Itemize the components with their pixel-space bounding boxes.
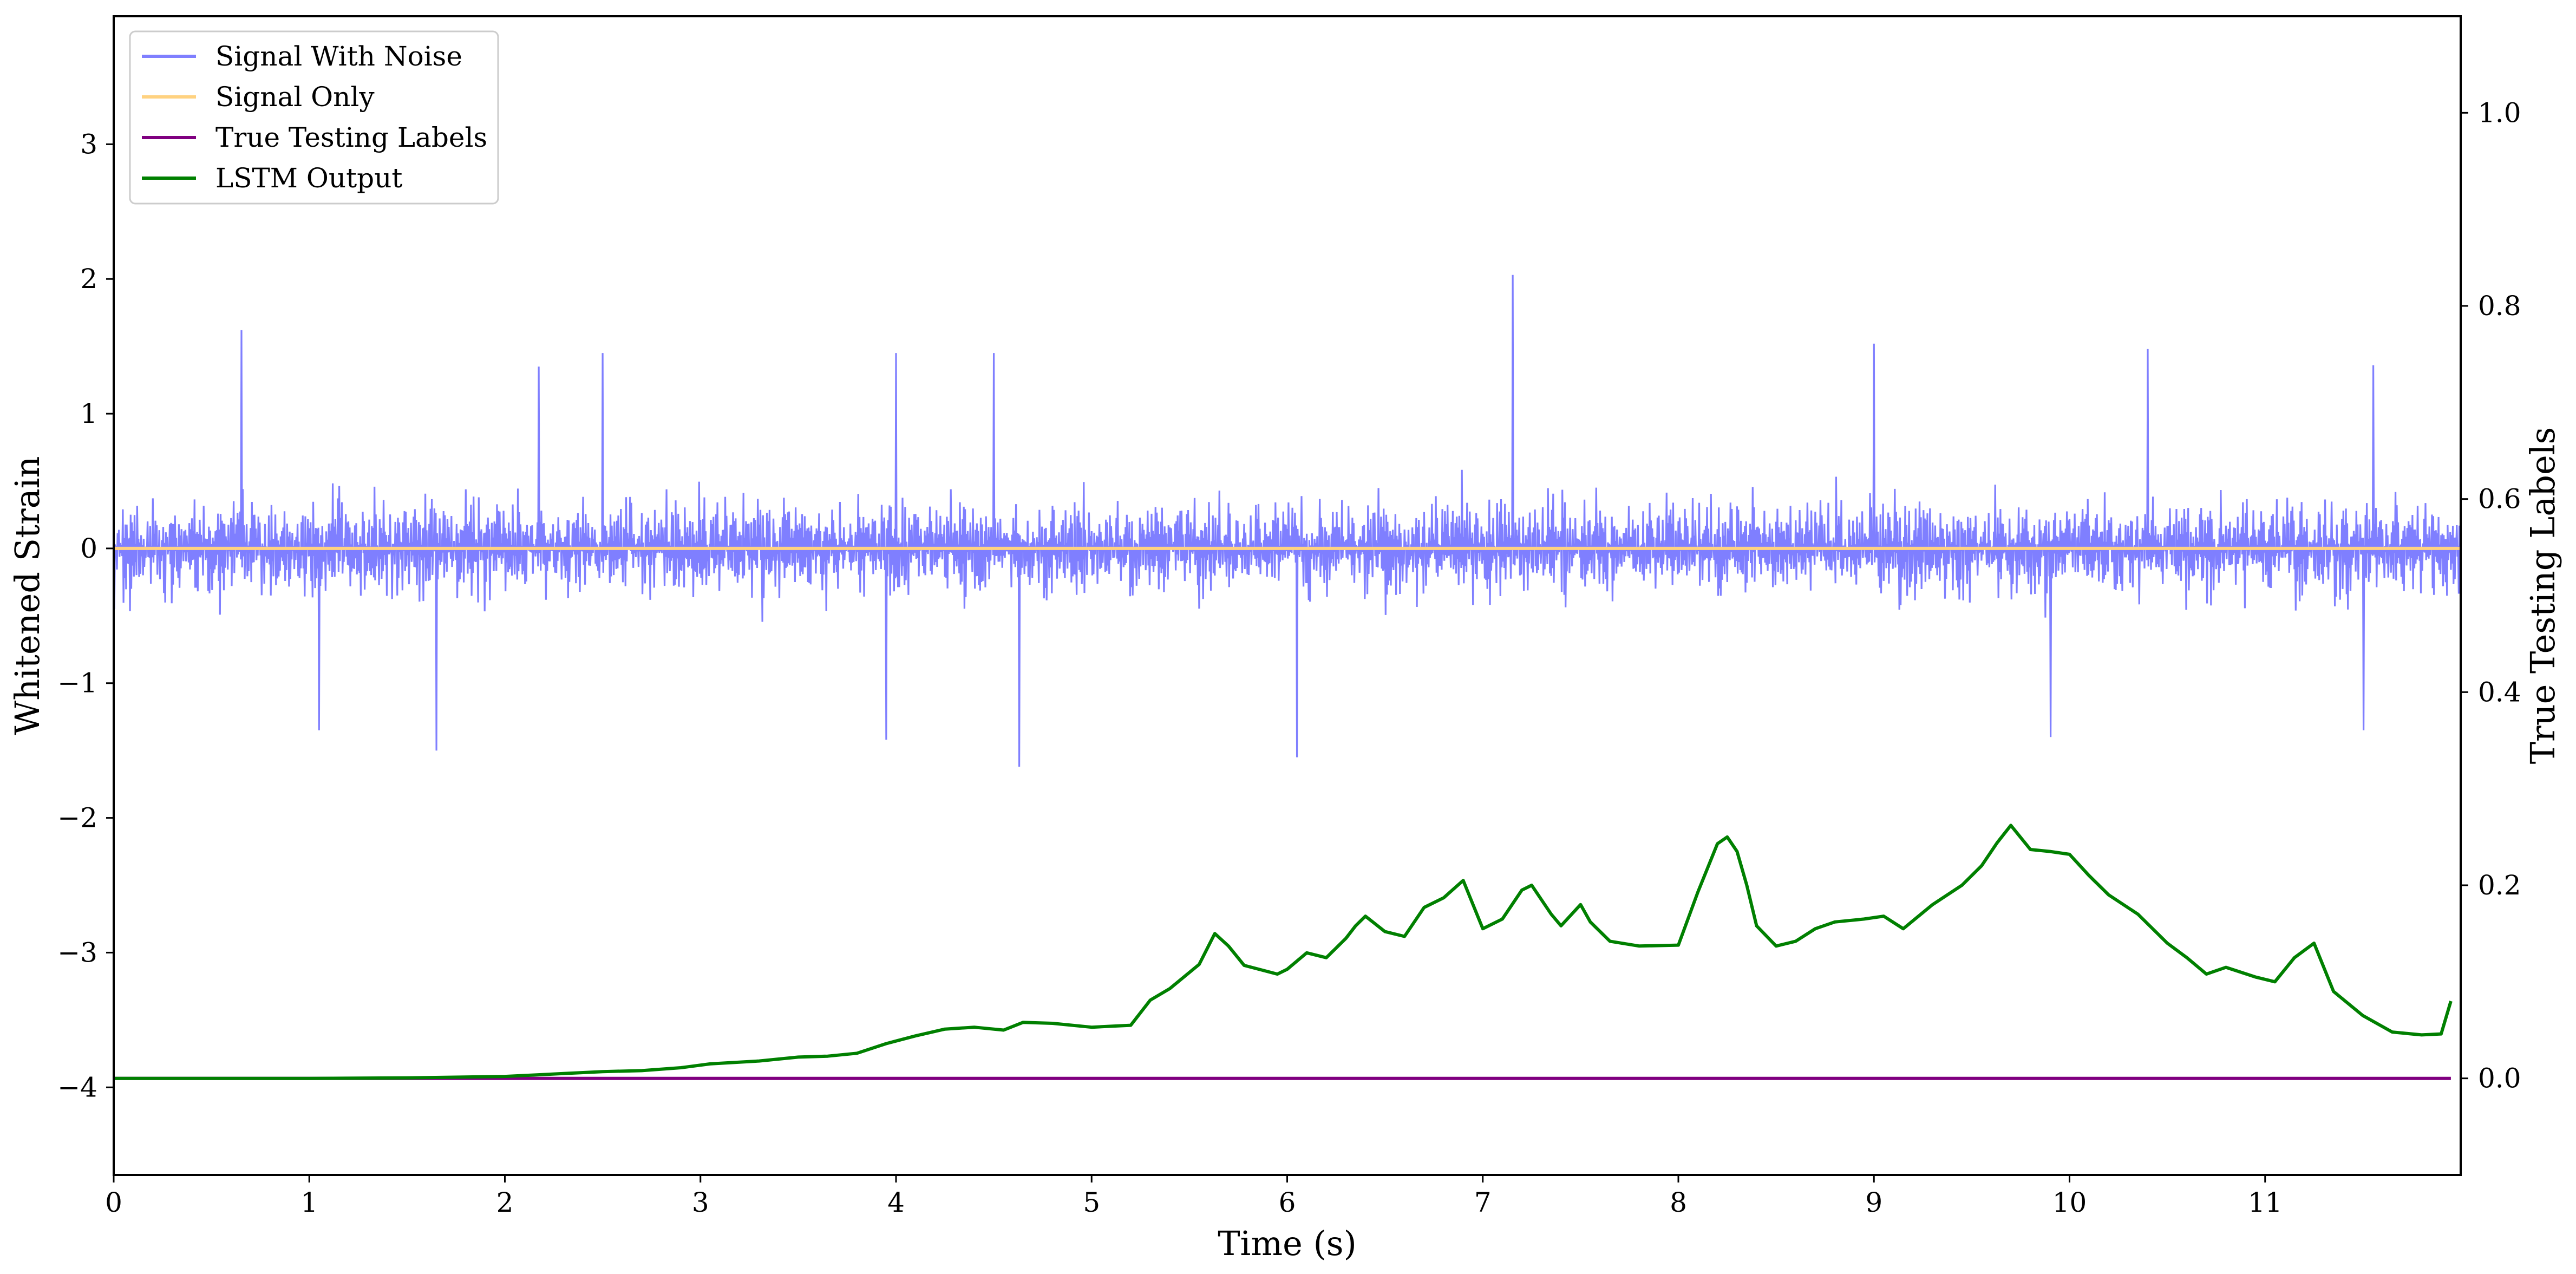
y2-tick-label: 0.0 (2478, 1063, 2521, 1094)
y2-tick-label: 0.2 (2478, 870, 2521, 901)
y-tick-label: 2 (80, 263, 97, 295)
y-tick-label: 0 (80, 533, 97, 564)
x-tick-label: 4 (887, 1187, 905, 1218)
signal-with-noise-line (113, 275, 2462, 767)
x-tick-label: 2 (496, 1187, 514, 1218)
x-tick-label: 9 (1865, 1187, 1882, 1218)
x-tick-label: 10 (2052, 1187, 2087, 1218)
x-tick-label: 3 (692, 1187, 709, 1218)
x-tick-label: 0 (105, 1187, 122, 1218)
y-tick-label: −1 (57, 668, 97, 699)
y-axis-label: Whitened Strain (8, 456, 47, 735)
y-tick-label: 1 (80, 398, 97, 429)
y-tick-label: 3 (80, 128, 97, 160)
x-tick-label: 1 (300, 1187, 318, 1218)
legend-label: Signal Only (215, 81, 375, 113)
x-tick-label: 5 (1083, 1187, 1100, 1218)
y-axis-right: 0.0 0.2 0.4 0.6 0.8 1.0 (2461, 97, 2521, 1094)
signal-with-noise-series (113, 275, 2462, 767)
y2-tick-label: 0.6 (2478, 484, 2521, 515)
legend: Signal With Noise Signal Only True Testing… (129, 30, 499, 205)
x-tick-label: 6 (1279, 1187, 1296, 1218)
y2-tick-label: 1.0 (2478, 97, 2521, 128)
legend-label: True Testing Labels (215, 122, 487, 153)
legend-label: LSTM Output (215, 162, 402, 194)
y-axis-left: −4 −3 −2 −1 0 1 2 3 (57, 128, 114, 1103)
legend-label: Signal With Noise (215, 41, 462, 72)
y2-tick-label: 0.4 (2478, 676, 2521, 708)
x-tick-label: 8 (1670, 1187, 1687, 1218)
y2-tick-label: 0.8 (2478, 290, 2521, 322)
x-tick-label: 11 (2248, 1187, 2283, 1218)
x-axis-label: Time (s) (1218, 1224, 1357, 1263)
x-axis: 0 1 2 3 4 5 6 7 8 9 10 11 (105, 1175, 2283, 1218)
y-tick-label: −4 (57, 1072, 97, 1103)
y-tick-label: −2 (57, 802, 97, 834)
legend-box (129, 30, 499, 205)
lstm-output-line (114, 824, 2453, 1080)
line-series-layer (114, 546, 2461, 1080)
y-tick-label: −3 (57, 937, 97, 968)
x-tick-label: 7 (1474, 1187, 1492, 1218)
y2-axis-label: True Testing Labels (2523, 427, 2562, 765)
